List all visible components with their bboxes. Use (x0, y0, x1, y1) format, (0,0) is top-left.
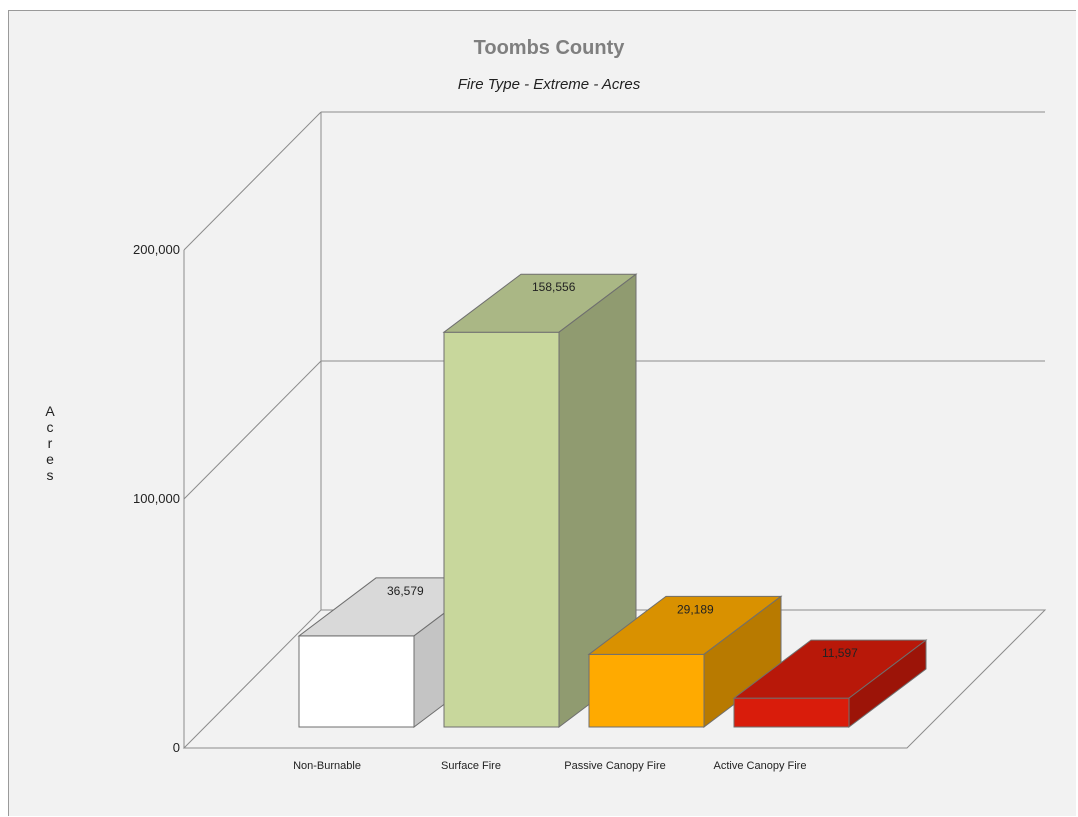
floor-plane (182, 609, 1047, 749)
chart-title: Toombs County (474, 37, 626, 59)
bar-value-label: 29,189 (677, 602, 714, 616)
x-category-label: Active Canopy Fire (714, 760, 807, 772)
bar-value-label: 11,597 (822, 646, 858, 660)
y-axis-label-letter: c (47, 419, 54, 435)
y-tick-label: 100,000 (133, 491, 180, 506)
bar-value-label: 36,579 (387, 584, 424, 598)
bar: 158,556 (442, 273, 638, 729)
chart-panel: Toombs County Fire Type - Extreme - Acre… (8, 10, 1076, 816)
chart-subtitle: Fire Type - Extreme - Acres (458, 76, 641, 93)
y-tick-label: 0 (173, 740, 180, 755)
bar: 11,597 (732, 639, 928, 729)
bar-chart: Toombs County Fire Type - Extreme - Acre… (45, 37, 1047, 772)
x-axis-categories: Non-Burnable Surface Fire Passive Canopy F… (293, 760, 806, 772)
bar-front (588, 653, 705, 728)
x-category-label: Passive Canopy Fire (564, 760, 666, 772)
y-tick-label: 200,000 (133, 242, 180, 257)
y-axis-label-letter: e (46, 451, 54, 467)
x-category-label: Surface Fire (441, 760, 501, 772)
x-category-label: Non-Burnable (293, 760, 361, 772)
y-axis-label-letter: A (45, 403, 55, 419)
y-axis-label-letter: r (48, 435, 53, 451)
bar-front (443, 331, 560, 728)
bar-front (733, 697, 850, 728)
chart-frame (182, 111, 1047, 749)
bar-side (848, 639, 927, 729)
bar-front (298, 635, 415, 728)
bar-value-label: 158,556 (532, 280, 576, 294)
y-axis-label-letter: s (47, 467, 54, 483)
gridline-side (183, 360, 322, 500)
y-axis-ticks: 0 100,000 200,000 (133, 242, 180, 755)
bars: 36,579 158,556 29,189 11,597 (297, 273, 928, 729)
bar: 29,189 (587, 595, 783, 729)
gridline-side (183, 111, 322, 251)
